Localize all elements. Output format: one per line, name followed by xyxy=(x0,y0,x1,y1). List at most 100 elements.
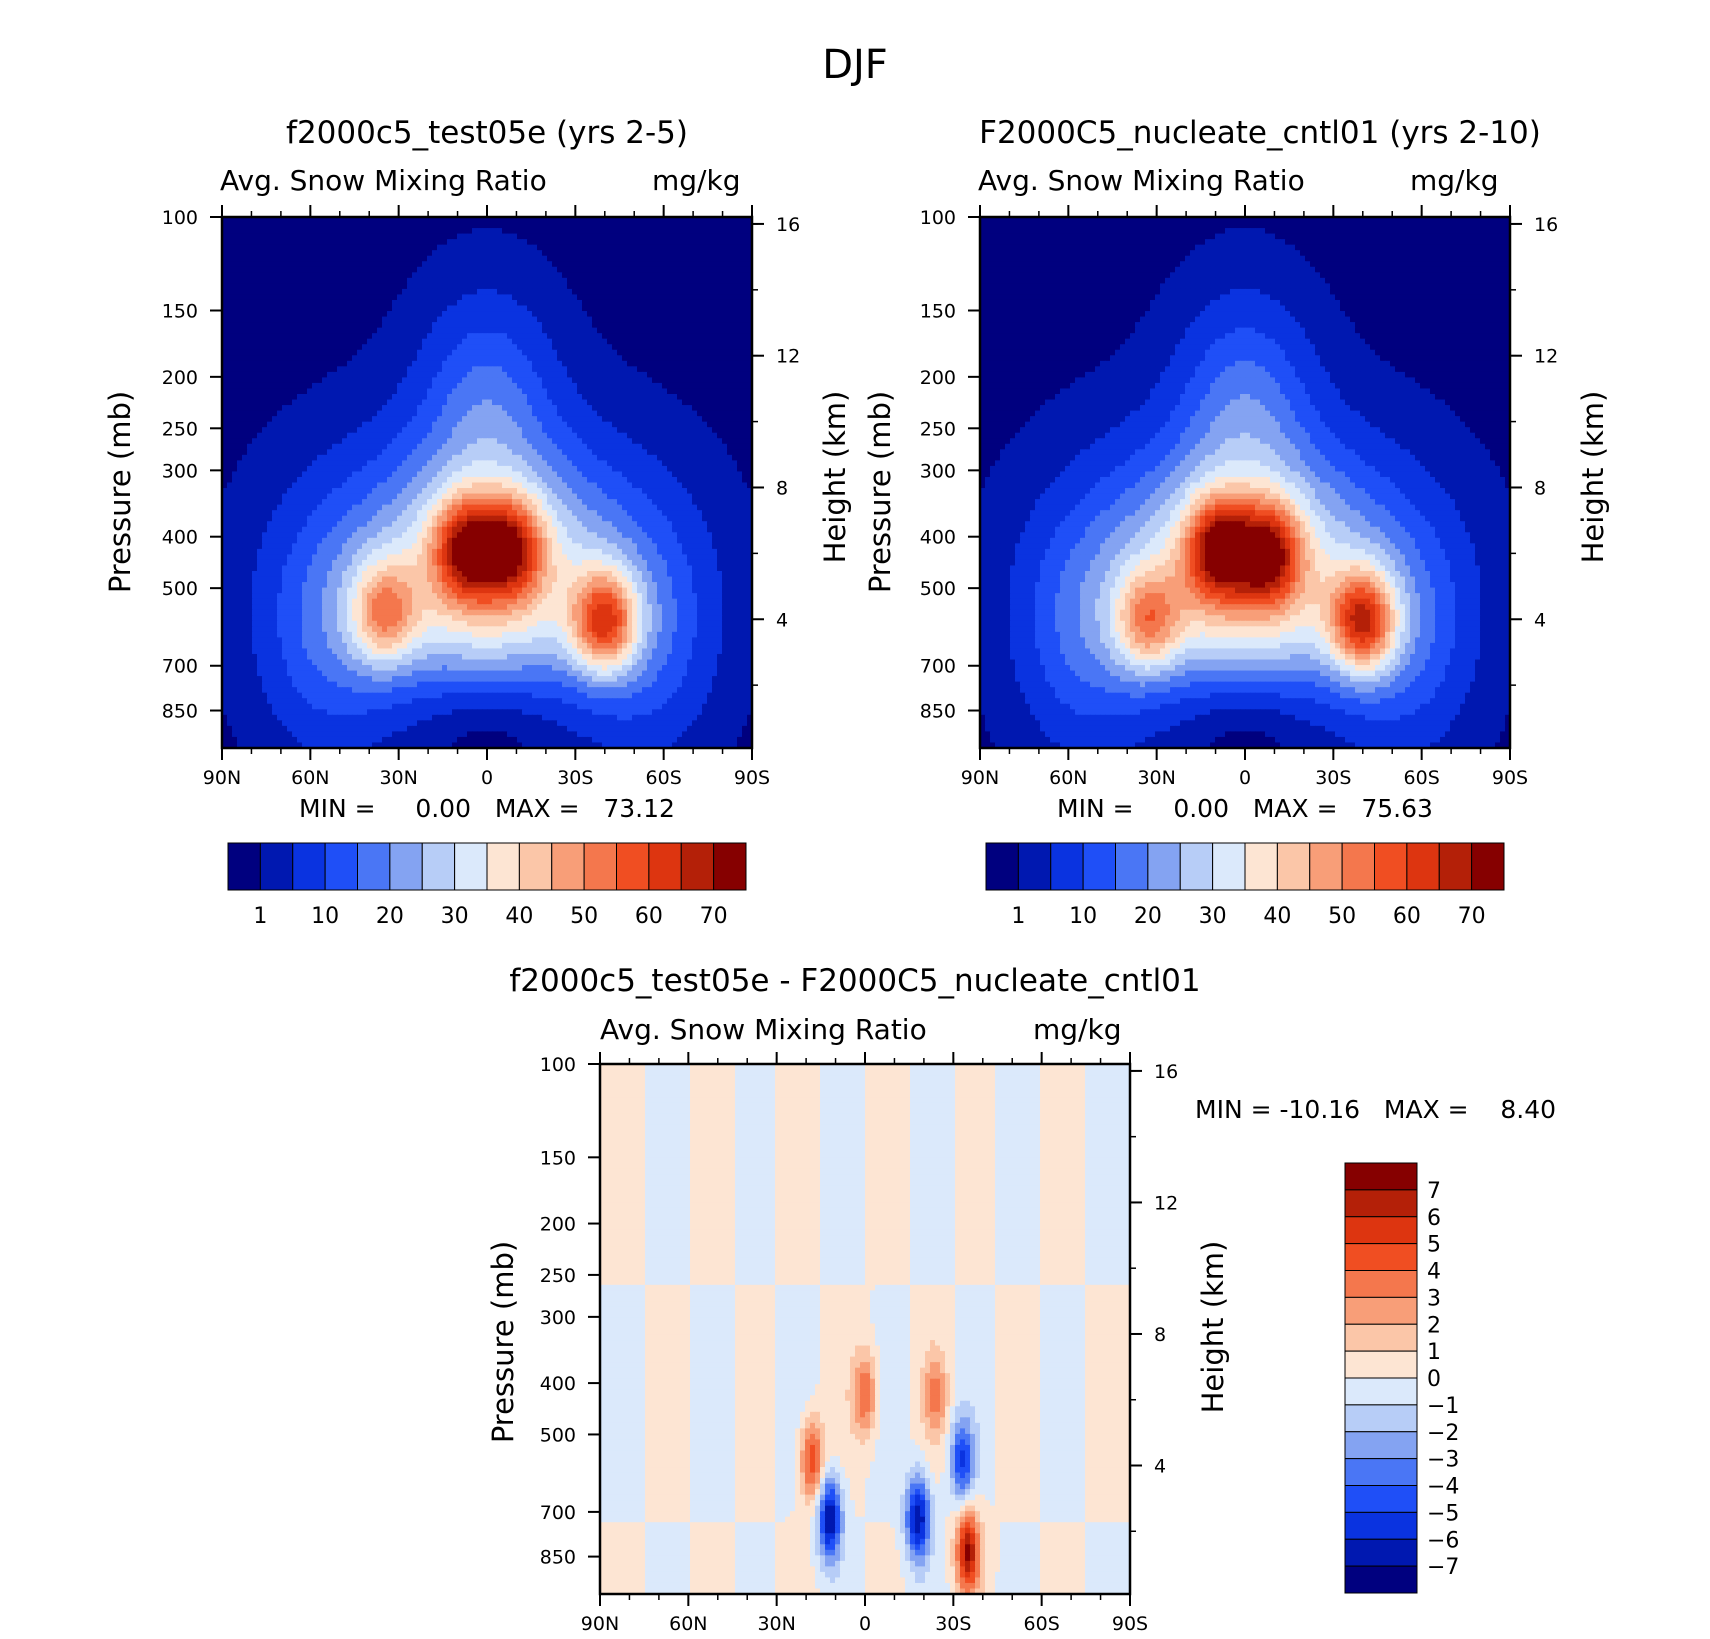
contour-cell xyxy=(322,366,328,372)
contour-cell xyxy=(497,311,503,317)
contour-cell xyxy=(542,422,548,428)
contour-cell xyxy=(637,272,643,278)
contour-cell xyxy=(452,361,458,367)
contour-cell xyxy=(637,267,643,273)
contour-cell xyxy=(562,339,568,345)
contour-cell xyxy=(642,283,648,289)
contour-cell xyxy=(682,444,688,450)
contour-cell xyxy=(467,400,473,406)
contour-cell xyxy=(347,433,353,439)
contour-cell xyxy=(457,278,463,284)
contour-cell xyxy=(677,444,683,450)
contour-cell xyxy=(317,355,323,361)
contour-cell xyxy=(277,256,283,262)
contour-cell xyxy=(342,228,348,234)
contour-cell xyxy=(537,328,543,334)
contour-cell xyxy=(257,311,263,317)
contour-cell xyxy=(277,444,283,450)
contour-cell xyxy=(227,422,233,428)
contour-cell xyxy=(657,339,663,345)
contour-cell xyxy=(567,300,573,306)
contour-cell xyxy=(342,400,348,406)
contour-cell xyxy=(557,267,563,273)
contour-cell xyxy=(572,311,578,317)
contour-cell xyxy=(732,333,738,339)
contour-cell xyxy=(267,333,273,339)
contour-cell xyxy=(722,278,728,284)
contour-cell xyxy=(452,427,458,433)
contour-cell xyxy=(257,411,263,417)
contour-cell xyxy=(447,366,453,372)
contour-cell xyxy=(582,449,588,455)
contour-cell xyxy=(622,267,628,273)
contour-cell xyxy=(717,333,723,339)
contour-cell xyxy=(602,433,608,439)
contour-cell xyxy=(622,471,628,477)
contour-cell xyxy=(497,438,503,444)
contour-cell xyxy=(342,306,348,312)
contour-cell xyxy=(537,383,543,389)
contour-cell xyxy=(427,322,433,328)
contour-cell xyxy=(302,361,308,367)
contour-cell xyxy=(267,355,273,361)
contour-cell xyxy=(237,427,243,433)
contour-cell xyxy=(277,433,283,439)
contour-cell xyxy=(482,223,488,229)
contour-cell xyxy=(647,272,653,278)
contour-cell xyxy=(402,388,408,394)
contour-cell xyxy=(717,317,723,323)
contour-cell xyxy=(602,471,608,477)
contour-cell xyxy=(712,272,718,278)
contour-cell xyxy=(317,234,323,240)
contour-cell xyxy=(617,400,623,406)
contour-cell xyxy=(382,267,388,273)
contour-cell xyxy=(337,306,343,312)
contour-cell xyxy=(237,372,243,378)
contour-cell xyxy=(522,283,528,289)
contour-cell xyxy=(637,278,643,284)
contour-cell xyxy=(377,306,383,312)
contour-cell xyxy=(342,317,348,323)
contour-cell xyxy=(342,256,348,262)
contour-cell xyxy=(427,294,433,300)
contour-cell xyxy=(257,317,263,323)
contour-cell xyxy=(392,471,398,477)
contour-cell xyxy=(312,471,318,477)
contour-cell xyxy=(352,228,358,234)
contour-cell xyxy=(582,245,588,251)
contour-cell xyxy=(677,383,683,389)
contour-cell xyxy=(662,383,668,389)
contour-cell xyxy=(567,228,573,234)
contour-cell xyxy=(452,272,458,278)
contour-cell xyxy=(672,261,678,267)
contour-cell xyxy=(717,433,723,439)
contour-cell xyxy=(567,377,573,383)
contour-cell xyxy=(357,416,363,422)
contour-cell xyxy=(332,245,338,251)
contour-cell xyxy=(442,433,448,439)
contour-cell xyxy=(717,460,723,466)
contour-cell xyxy=(647,405,653,411)
contour-cell xyxy=(562,250,568,256)
contour-cell xyxy=(337,328,343,334)
contour-cell xyxy=(402,250,408,256)
contour-cell xyxy=(742,228,748,234)
contour-cell xyxy=(392,416,398,422)
contour-cell xyxy=(422,333,428,339)
contour-cell xyxy=(587,245,593,251)
contour-cell xyxy=(592,460,598,466)
contour-cell xyxy=(737,267,743,273)
contour-cell xyxy=(377,261,383,267)
contour-cell xyxy=(422,317,428,323)
contour-cell xyxy=(542,256,548,262)
contour-cell xyxy=(627,333,633,339)
contour-cell xyxy=(272,239,278,245)
contour-cell xyxy=(237,317,243,323)
contour-cell xyxy=(662,278,668,284)
contour-cell xyxy=(532,433,538,439)
contour-cell xyxy=(437,333,443,339)
contour-cell xyxy=(347,289,353,295)
contour-cell xyxy=(252,438,258,444)
contour-cell xyxy=(562,317,568,323)
contour-cell xyxy=(267,411,273,417)
